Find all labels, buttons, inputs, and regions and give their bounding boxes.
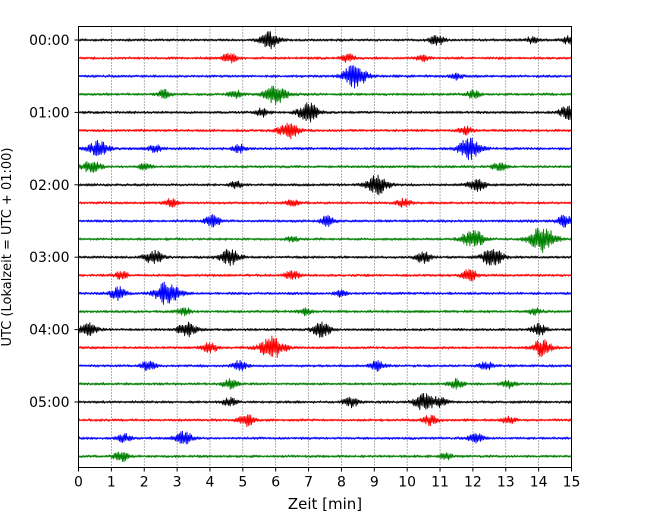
- x-tick-label: 13: [497, 475, 515, 491]
- x-tick-label: 11: [431, 475, 449, 491]
- trace-0145: [78, 161, 572, 173]
- y-tick-label: 05:00: [29, 395, 69, 411]
- x-tick-label: 14: [530, 475, 548, 491]
- trace-0500: [78, 392, 572, 411]
- trace-0545: [78, 451, 572, 463]
- trace-0200: [78, 174, 572, 196]
- trace-0245: [78, 227, 572, 253]
- trace-0045: [78, 85, 572, 105]
- x-tick-label: 6: [271, 475, 280, 491]
- x-tick-label: 5: [238, 475, 247, 491]
- x-tick-label: 15: [563, 475, 581, 491]
- trace-0215: [78, 197, 572, 208]
- trace-0000: [78, 31, 572, 50]
- trace-0115: [78, 122, 572, 140]
- x-tick-label: 3: [173, 475, 182, 491]
- x-axis-label: Zeit [min]: [288, 495, 362, 513]
- trace-0400: [78, 321, 572, 338]
- x-tick-label: 0: [74, 475, 83, 491]
- x-tick-label: 2: [140, 475, 149, 491]
- y-tick-label: 01:00: [29, 105, 69, 121]
- y-tick-label: 00:00: [29, 33, 69, 49]
- x-axis-ticks: 0 1 2 3 4 5 6 7 8 9 10 11 12 13 14 15: [74, 467, 581, 491]
- trace-0415: [78, 335, 572, 359]
- trace-0445: [78, 378, 572, 390]
- trace-0100: [78, 102, 572, 123]
- y-tick-label: 04:00: [29, 323, 69, 339]
- trace-0030: [78, 65, 572, 89]
- y-axis-label: UTC (Lokalzeit = UTC + 01:00): [0, 148, 15, 347]
- trace-0345: [78, 307, 572, 317]
- seismic-traces: [78, 31, 572, 463]
- y-axis-ticks: 00:00 01:00 02:00 03:00 04:00 05:00: [29, 33, 79, 411]
- trace-0430: [78, 359, 572, 373]
- trace-0230: [78, 213, 572, 228]
- trace-0315: [78, 268, 572, 282]
- x-tick-label: 8: [337, 475, 346, 491]
- x-tick-label: 12: [464, 475, 482, 491]
- x-tick-label: 7: [304, 475, 313, 491]
- y-tick-label: 03:00: [29, 250, 69, 266]
- y-tick-label: 02:00: [29, 178, 69, 194]
- trace-0515: [78, 414, 572, 428]
- x-tick-label: 4: [206, 475, 215, 491]
- x-tick-label: 1: [107, 475, 116, 491]
- x-tick-label: 9: [370, 475, 379, 491]
- trace-0530: [78, 430, 572, 445]
- trace-0300: [78, 248, 572, 267]
- trace-0015: [78, 52, 572, 64]
- plot-frame: [78, 26, 572, 468]
- trace-0130: [78, 137, 572, 161]
- trace-0330: [78, 281, 572, 305]
- x-tick-label: 10: [398, 475, 416, 491]
